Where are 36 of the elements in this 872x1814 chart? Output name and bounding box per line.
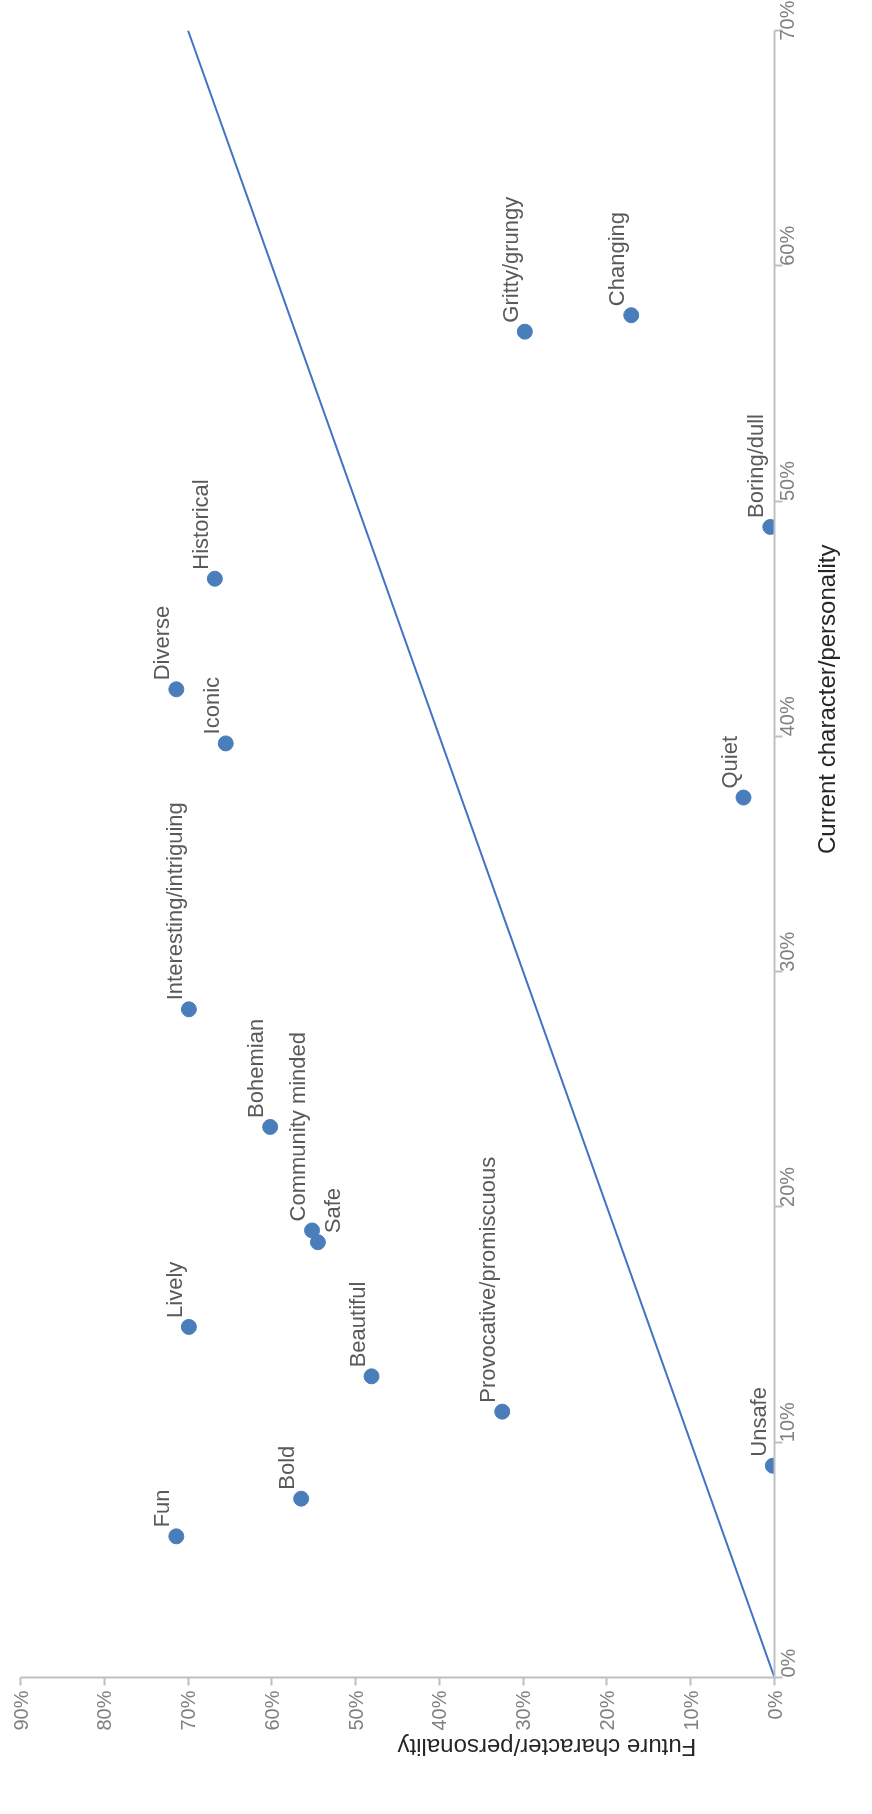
x-tick-label: 10% xyxy=(679,1690,702,1731)
annotation: Bohemian xyxy=(243,1018,269,1118)
annotation: Boring/dull xyxy=(743,414,769,518)
x-tick-label: 70% xyxy=(177,1690,200,1731)
x-tick-label: 80% xyxy=(93,1690,116,1731)
annotation: Gritty/grungy xyxy=(497,196,523,323)
annotation: Safe xyxy=(319,1187,345,1234)
annotation: Community minded xyxy=(285,1031,311,1222)
annotation: Diverse xyxy=(149,605,175,681)
x-tick-label: 30% xyxy=(512,1690,535,1731)
x-tick-label: 60% xyxy=(260,1690,283,1731)
x-tick-label: 20% xyxy=(595,1690,618,1731)
x-axis-title: Future character/personality xyxy=(397,1734,697,1762)
y-tick-label: 20% xyxy=(776,1166,799,1207)
x-tick-label: 40% xyxy=(428,1690,451,1731)
x-tick-label: 50% xyxy=(344,1690,367,1731)
annotation: Beautiful xyxy=(344,1281,370,1368)
y-tick-label: 30% xyxy=(776,931,799,972)
y-tick-label: 50% xyxy=(776,460,799,502)
annotation: Interesting/intriguing xyxy=(161,802,187,1001)
y-tick-label: 40% xyxy=(776,696,799,737)
annotation: Quiet xyxy=(716,735,742,789)
annotation: Historical xyxy=(187,479,213,570)
annotation: Iconic xyxy=(198,676,224,735)
annotation: Unsafe xyxy=(745,1387,771,1457)
y-axis-title: Current character/personality xyxy=(813,544,840,854)
y-tick-label: 70% xyxy=(776,0,799,41)
annotation: Lively xyxy=(161,1261,187,1318)
annotation: Fun xyxy=(149,1489,175,1528)
annotation: Bold xyxy=(274,1445,300,1490)
x-tick-label: 90% xyxy=(9,1690,32,1731)
y-tick-label: 10% xyxy=(776,1401,799,1443)
annotation: Provocative/promiscuous xyxy=(475,1156,501,1403)
y-tick-label: 0% xyxy=(776,1648,799,1678)
annotation: Changing xyxy=(604,212,630,307)
y-tick-label: 60% xyxy=(776,225,799,266)
